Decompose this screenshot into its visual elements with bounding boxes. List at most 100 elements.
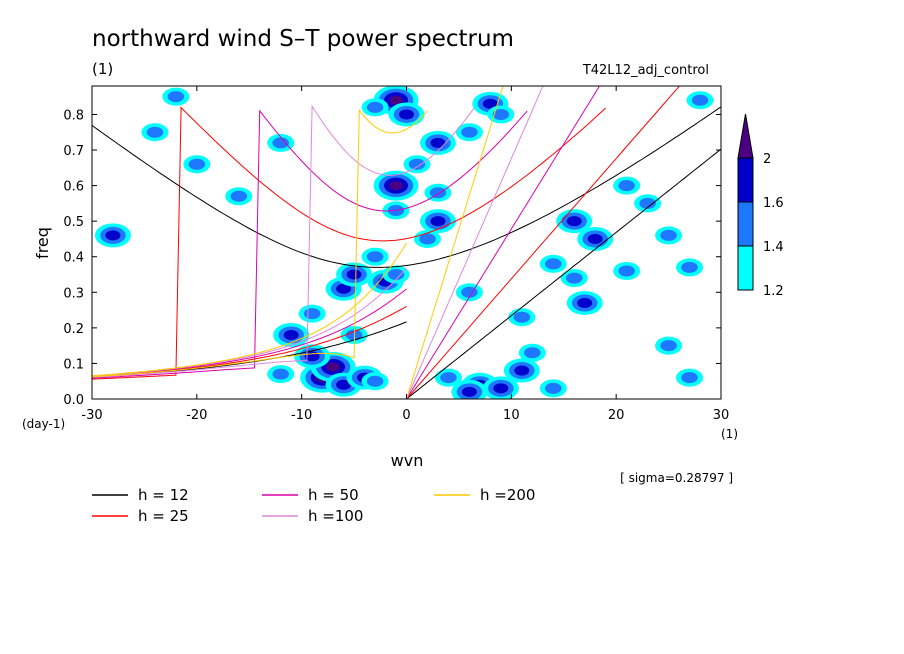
colorbar-band	[737, 245, 754, 291]
spectral-peak	[303, 308, 321, 320]
spectral-peak	[336, 283, 352, 294]
x-tick-label: -10	[291, 408, 312, 423]
legend-label: h =100	[308, 507, 363, 525]
colorbar-label: 1.6	[763, 196, 784, 211]
spectral-peak	[146, 126, 164, 138]
y-tick-label: 0.3	[63, 286, 84, 301]
spectral-peak	[326, 362, 340, 372]
kelvin-curve	[406, 86, 504, 399]
spectral-peak	[618, 265, 635, 277]
x-tick-label: 10	[503, 408, 520, 423]
spectral-peak	[366, 251, 384, 263]
kelvin-curve	[406, 86, 544, 399]
spectral-peak	[461, 386, 477, 397]
y-tick-label: 0.7	[63, 144, 84, 159]
colorbar-band	[737, 201, 754, 247]
plot-frame	[91, 85, 722, 400]
colorbar-label: 1.2	[763, 284, 784, 299]
spectral-peak	[566, 216, 582, 227]
spectral-peak	[389, 181, 403, 191]
kelvin-curve	[406, 86, 601, 399]
spectral-peak	[387, 269, 405, 281]
spectral-peak	[482, 98, 498, 109]
spectral-peak	[283, 329, 299, 340]
spectral-peak	[492, 108, 510, 120]
x-tick-label: 20	[608, 408, 625, 423]
x-tick-label: 0	[402, 408, 410, 423]
y-axis: 0.0 0.1 0.2 0.3 0.4 0.5 0.6 0.7 0.8	[63, 108, 721, 408]
gravity-wave-curve	[92, 109, 528, 379]
spectral-peak	[691, 94, 709, 106]
y-tick-label: 0.2	[63, 322, 84, 337]
mixed-rossby-gravity-curve	[92, 242, 407, 377]
spectral-peak	[430, 216, 446, 227]
legend-label: h = 12	[138, 486, 189, 504]
spectral-peak	[399, 109, 414, 120]
colorbar-band	[737, 157, 754, 203]
gravity-wave-curve	[92, 106, 607, 380]
spectral-peak	[514, 365, 530, 376]
dispersion-curves-layer	[92, 86, 721, 399]
spectral-peak	[461, 126, 478, 138]
gravity-wave-curve	[92, 106, 721, 268]
colorbar-label: 2	[763, 152, 771, 167]
colorbar-extend-arrow	[737, 113, 754, 159]
spectral-peak	[565, 272, 583, 284]
y-axis-units: (day-1)	[22, 417, 65, 431]
spectral-peak	[430, 137, 446, 148]
spectral-peak	[167, 91, 185, 103]
spectral-peak	[188, 158, 206, 170]
run-label: T42L12_adj_control	[582, 63, 709, 78]
x-axis-units: (1)	[721, 427, 738, 441]
colorbar-label: 1.4	[763, 240, 784, 255]
gravity-wave-curve	[92, 108, 428, 378]
spectral-peak	[366, 101, 384, 113]
legend-label: h =200	[480, 486, 535, 504]
spectral-peak	[389, 95, 403, 105]
spectral-peak	[577, 297, 593, 308]
spectral-peak	[105, 230, 121, 241]
spectral-peak	[419, 233, 436, 245]
spectral-peaks-layer	[94, 86, 714, 399]
kelvin-curve	[406, 148, 721, 399]
colorbar: 1.2 1.4 1.6 2	[737, 113, 784, 299]
spectral-peak	[545, 382, 562, 394]
spectral-peak	[545, 258, 562, 270]
spectral-peak	[660, 340, 677, 352]
spectral-peak	[336, 379, 352, 390]
chart-units: (1)	[92, 60, 113, 78]
kelvin-curve	[406, 86, 681, 399]
spectral-peak	[639, 197, 656, 209]
x-tick-label: 30	[713, 408, 730, 423]
y-axis-label: freq	[33, 227, 52, 259]
spectral-peak	[440, 372, 457, 384]
spectral-peak	[230, 190, 248, 202]
chart-title: northward wind S–T power spectrum	[92, 26, 514, 52]
y-tick-label: 0.5	[63, 215, 84, 230]
spectral-peak	[366, 375, 384, 387]
spectral-peak	[493, 383, 509, 394]
spectral-peak	[681, 372, 698, 384]
y-tick-label: 0.4	[63, 251, 84, 266]
y-tick-label: 0.1	[63, 357, 84, 372]
spectral-peak	[660, 229, 677, 241]
spectral-peak	[524, 347, 541, 359]
spectral-peak	[513, 311, 531, 323]
spectral-peak	[272, 137, 289, 149]
sigma-note: [ sigma=0.28797 ]	[620, 471, 733, 485]
legend: h = 12 h = 25 h = 50 h =100 h =200	[92, 486, 535, 525]
x-tick-label: -30	[81, 408, 102, 423]
spectral-peak	[618, 180, 635, 192]
x-axis: -30 -20 -10 0 10 20 30	[81, 86, 729, 423]
spectral-peak	[346, 269, 362, 280]
y-tick-label: 0.6	[63, 180, 84, 195]
spectral-peak	[429, 187, 447, 199]
y-tick-label: 0.0	[63, 393, 84, 408]
y-tick-label: 0.8	[63, 108, 84, 123]
legend-label: h = 50	[308, 486, 359, 504]
x-axis-label: wvn	[391, 451, 424, 470]
spectral-peak	[587, 233, 603, 244]
legend-label: h = 25	[138, 507, 189, 525]
spectral-peak	[272, 368, 289, 380]
